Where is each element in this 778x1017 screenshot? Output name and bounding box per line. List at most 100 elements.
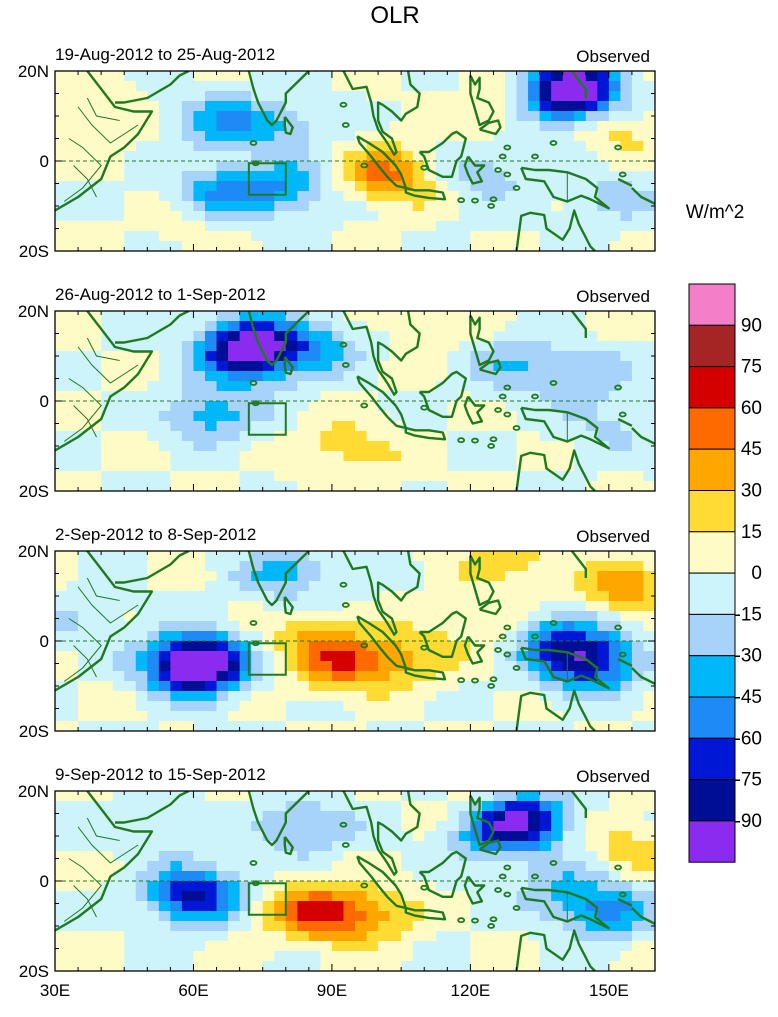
- field-cell: [320, 171, 333, 182]
- field-cell: [239, 381, 252, 392]
- field-cell: [274, 801, 287, 812]
- field-cell: [458, 921, 471, 932]
- field-cell: [505, 961, 518, 971]
- field-cell: [101, 431, 114, 442]
- field-cell: [447, 571, 460, 582]
- field-cell: [262, 681, 275, 692]
- field-cell: [470, 311, 483, 322]
- field-cell: [124, 171, 137, 182]
- field-cell: [631, 431, 645, 442]
- field-cell: [505, 121, 518, 132]
- field-cell: [124, 321, 137, 332]
- field-cell: [585, 681, 598, 692]
- field-cell: [528, 931, 541, 942]
- field-cell: [124, 931, 137, 942]
- field-cell: [401, 341, 414, 352]
- field-cell: [378, 141, 391, 152]
- field-cell: [205, 551, 218, 562]
- field-cell: [170, 911, 183, 922]
- field-cell: [355, 371, 368, 382]
- field-cell: [343, 141, 356, 152]
- field-cell: [205, 871, 218, 882]
- field-cell: [124, 671, 137, 682]
- field-cell: [308, 321, 321, 332]
- field-cell: [447, 691, 460, 702]
- field-cell: [124, 141, 137, 152]
- field-cell: [389, 701, 402, 712]
- field-cell: [205, 671, 218, 682]
- coastline: [247, 71, 310, 127]
- field-cell: [528, 891, 541, 902]
- field-cell: [458, 331, 471, 342]
- field-cell: [562, 221, 575, 232]
- field-cell: [78, 431, 91, 442]
- field-cell: [447, 221, 460, 232]
- field-cell: [124, 841, 137, 852]
- field-cell: [147, 211, 160, 222]
- field-cell: [435, 861, 448, 872]
- field-cell: [285, 941, 298, 952]
- field-cell: [331, 651, 345, 662]
- field-cell: [551, 441, 564, 452]
- field-cell: [424, 331, 437, 342]
- field-cell: [516, 461, 529, 472]
- field-cell: [620, 121, 633, 132]
- field-cell: [389, 441, 402, 452]
- field-cell: [389, 871, 402, 882]
- field-cell: [562, 101, 575, 112]
- field-cell: [251, 641, 264, 652]
- field-cell: [55, 181, 68, 192]
- field-cell: [378, 811, 391, 822]
- field-cell: [262, 381, 275, 392]
- coastline: [55, 791, 154, 932]
- field-cell: [66, 631, 79, 642]
- field-cell: [643, 241, 655, 251]
- field-cell: [620, 161, 633, 172]
- field-cell: [101, 191, 114, 202]
- field-cell: [66, 561, 79, 572]
- field-cell: [574, 921, 587, 932]
- island: [457, 437, 466, 444]
- field-cell: [493, 191, 506, 202]
- field-cell: [505, 671, 518, 682]
- field-cell: [539, 191, 552, 202]
- field-cell: [470, 211, 483, 222]
- field-cell: [297, 841, 310, 852]
- field-cell: [574, 401, 587, 412]
- field-cell: [378, 361, 391, 372]
- field-cell: [505, 351, 518, 362]
- field-cell: [528, 961, 541, 971]
- field-cell: [574, 111, 587, 122]
- field-cell: [562, 451, 575, 462]
- field-cell: [424, 651, 437, 662]
- field-cell: [505, 381, 518, 392]
- field-cell: [89, 641, 102, 652]
- field-cell: [181, 451, 195, 462]
- field-cell: [308, 921, 321, 932]
- field-cell: [216, 671, 229, 682]
- field-cell: [158, 701, 171, 712]
- field-cell: [378, 421, 391, 432]
- field-cell: [389, 211, 402, 222]
- field-cell: [643, 881, 655, 892]
- field-cell: [505, 81, 518, 92]
- field-cell: [320, 921, 333, 932]
- field-cell: [551, 141, 564, 152]
- field-cell: [620, 481, 633, 491]
- field-cell: [597, 571, 610, 582]
- field-cell: [158, 371, 171, 382]
- field-cell: [343, 921, 356, 932]
- field-cell: [551, 341, 564, 352]
- field-cell: [528, 901, 541, 912]
- field-cell: [262, 351, 275, 362]
- field-cell: [216, 821, 229, 832]
- field-cell: [331, 611, 345, 622]
- field-cell: [343, 591, 356, 602]
- field-cell: [620, 721, 633, 731]
- field-cell: [355, 801, 368, 812]
- field-cell: [251, 461, 264, 472]
- field-cell: [239, 701, 252, 712]
- coastline: [115, 791, 190, 824]
- field-cell: [135, 91, 148, 102]
- island: [249, 620, 258, 626]
